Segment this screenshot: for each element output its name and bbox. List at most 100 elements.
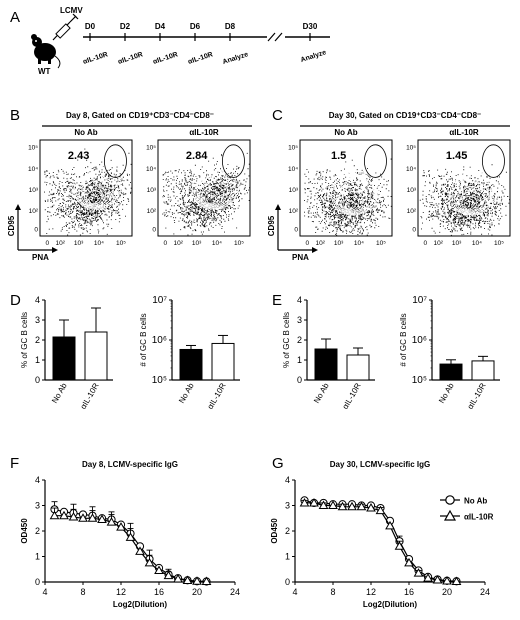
- contour-line: [88, 195, 99, 204]
- x-tick-label: 12: [116, 587, 126, 597]
- flow-y-tick-label: 0: [152, 226, 156, 233]
- contour-line: [331, 171, 379, 216]
- x-tick-label: 20: [192, 587, 202, 597]
- flow-plot: No Ab 2.43 0 10² 10³ 10⁴ 10⁵ 10⁵ 10⁴ 10³ 10² 0 CD95 P…: [7, 128, 133, 262]
- flow-x-tick-label: 10²: [316, 240, 326, 247]
- flow-plot: αIL-10R 1.45 0 10² 10³ 10⁴ 10⁵ 10⁵ 10⁴ 10³ 10² 0: [406, 128, 511, 247]
- contour-line: [345, 200, 356, 210]
- y-axis-label: % of GC B cells: [20, 312, 29, 368]
- y-tick-label: 1: [297, 355, 302, 365]
- x-tick-label: 16: [404, 587, 414, 597]
- flow-x-tick-label: 10⁴: [212, 240, 222, 247]
- cd95-axis-label: CD95: [267, 215, 276, 236]
- data-point: [116, 522, 126, 531]
- data-point: [49, 510, 60, 520]
- flow-x-tick-label: 10⁵: [234, 240, 244, 247]
- panel-e-letter: E: [272, 292, 282, 309]
- gate-percentage: 2.43: [68, 150, 89, 162]
- contour-line: [191, 165, 240, 210]
- flow-y-tick-label: 0: [412, 226, 416, 233]
- mouse-icon: [31, 34, 61, 69]
- panel-f-letter: F: [10, 455, 19, 472]
- flow-plot-label: αIL-10R: [449, 128, 479, 137]
- data-point: [318, 500, 329, 509]
- flow-x-tick-label: 10⁵: [116, 240, 126, 247]
- data-point: [413, 568, 424, 577]
- y-axis-label: OD450: [270, 518, 279, 544]
- contour-line: [196, 175, 232, 208]
- y-tick-label: 0: [285, 577, 290, 587]
- gate-percentage: 2.84: [186, 150, 208, 162]
- y-tick-label: 2: [35, 526, 40, 536]
- flow-x-tick-label: 10⁵: [376, 240, 386, 247]
- flow-y-tick-label: 10²: [289, 208, 299, 215]
- day-label: D2: [120, 22, 131, 31]
- y-tick-label: 10⁷: [412, 295, 427, 306]
- bar: [179, 348, 203, 381]
- data-point: [328, 500, 338, 509]
- flow-contours: [191, 165, 240, 210]
- flow-y-tick-label: 10²: [407, 208, 417, 215]
- flow-x-tick-label: 10²: [434, 240, 444, 247]
- panel-b-title: Day 8, Gated on CD19⁺CD3⁻CD4⁻CD8⁻: [66, 111, 214, 120]
- flow-y-tick-label: 10⁴: [146, 166, 156, 173]
- contour-line: [199, 180, 228, 207]
- flow-x-ticks: 0 10² 10³ 10⁴ 10⁵: [424, 240, 505, 247]
- contour-line: [76, 170, 118, 209]
- flow-y-tick-label: 10³: [29, 187, 39, 194]
- flow-x-tick-label: 0: [46, 240, 50, 247]
- data-point: [163, 570, 174, 580]
- y-tick-label: 4: [297, 295, 302, 305]
- wt-label: WT: [38, 67, 51, 76]
- panel-c-flow-plots: No Ab 1.5 0 10² 10³ 10⁴ 10⁵ 10⁵ 10⁴ 10³ 10² 0 CD95 PN…: [267, 128, 511, 262]
- data-point: [385, 520, 395, 530]
- y-tick-label: 0: [35, 577, 40, 587]
- analyze-d30-label: Analyze: [300, 49, 327, 64]
- data-point: [135, 546, 145, 555]
- contour-line: [453, 181, 490, 214]
- contour-line: [456, 186, 486, 213]
- data-point: [173, 573, 183, 583]
- data-point: [337, 501, 348, 511]
- bar: [52, 336, 76, 381]
- y-tick-label: 1: [35, 355, 40, 365]
- flow-y-tick-label: 10⁵: [28, 145, 38, 152]
- bar-chart-e-number: 10⁵ 10⁶ 10⁷ # of GC B cells No Ab αIL-10R: [399, 295, 500, 411]
- flow-contours: [331, 171, 379, 216]
- contour-line: [204, 190, 221, 205]
- flow-event-dots: [419, 164, 510, 236]
- y-tick-label: 10⁵: [412, 375, 427, 386]
- data-point: [144, 557, 155, 567]
- data-point: [299, 497, 310, 507]
- series-il10r: [49, 507, 212, 585]
- flow-x-tick-label: 0: [164, 240, 168, 247]
- bar: [211, 342, 235, 381]
- flow-x-tick-label: 10³: [74, 240, 84, 247]
- flow-x-tick-label: 10⁴: [472, 240, 482, 247]
- contour-line: [73, 165, 122, 210]
- flow-y-tick-label: 10³: [407, 187, 417, 194]
- data-point: [78, 513, 88, 522]
- x-tick-label: No Ab: [177, 381, 196, 405]
- x-tick-label: 24: [230, 587, 240, 597]
- x-tick-label: No Ab: [437, 381, 456, 405]
- elisa-legend: No Ab αIL-10R: [440, 495, 494, 522]
- flow-y-ticks: 10⁵ 10⁴ 10³ 10² 0: [406, 145, 417, 234]
- contour-line: [78, 175, 114, 208]
- bar: [84, 331, 108, 381]
- x-tick-label: 20: [442, 587, 452, 597]
- flow-x-tick-label: 10⁵: [494, 240, 504, 247]
- y-tick-label: 3: [35, 501, 40, 511]
- panel-c: C Day 30, Gated on CD19⁺CD3⁻CD4⁻CD8⁻ No …: [267, 107, 511, 262]
- x-tick-label: 8: [330, 587, 335, 597]
- bar: [471, 360, 495, 381]
- panel-g-title: Day 30, LCMV-specific IgG: [330, 460, 430, 469]
- flow-plot-label: No Ab: [74, 128, 97, 137]
- y-tick-label: 4: [35, 475, 40, 485]
- data-point: [154, 565, 164, 575]
- flow-plot-label: No Ab: [334, 128, 357, 137]
- panel-g-letter: G: [272, 455, 284, 472]
